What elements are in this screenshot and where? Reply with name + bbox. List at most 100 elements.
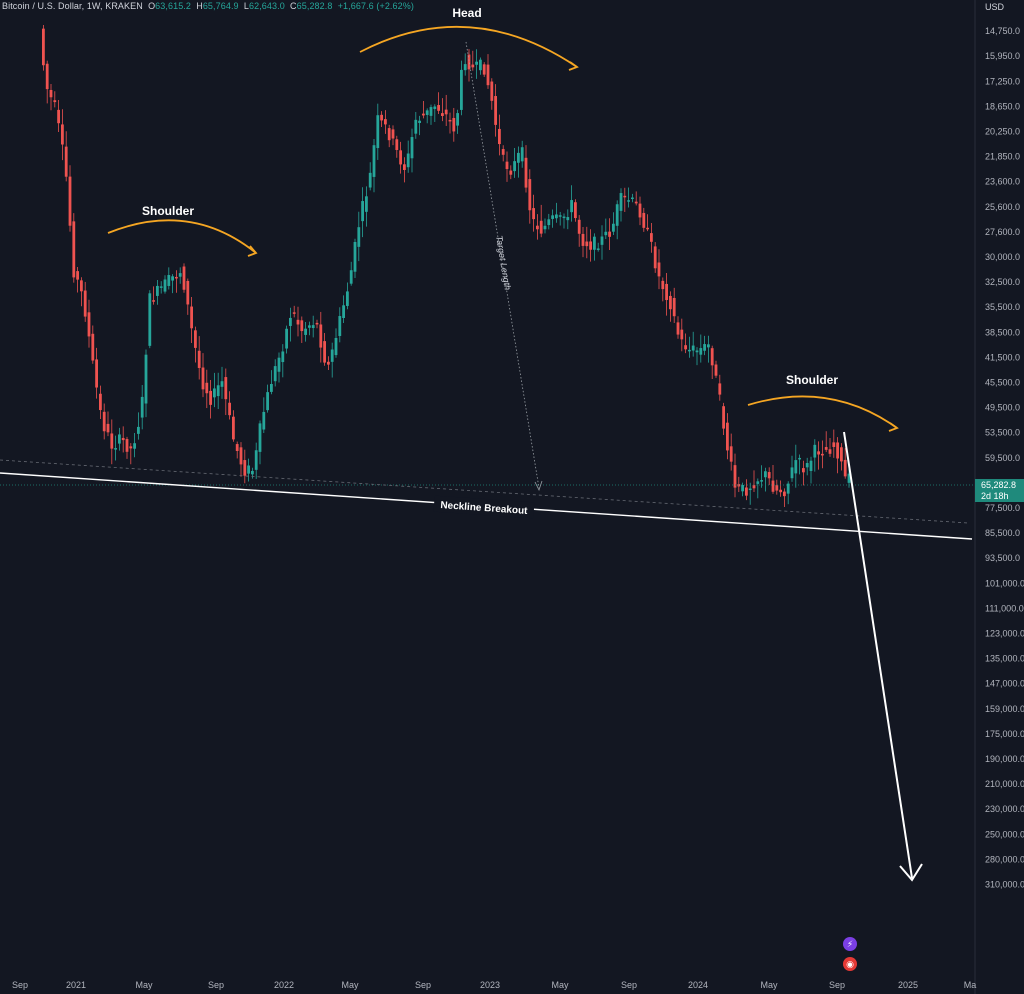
candle-body (798, 457, 801, 460)
symbol-header: Bitcoin / U.S. Dollar, 1W, KRAKEN O63,61… (2, 1, 414, 11)
candle-body (182, 266, 186, 290)
currency-label[interactable]: USD (984, 2, 1004, 12)
x-tick-label: Ma (964, 980, 977, 990)
candle-body (425, 110, 429, 115)
candle-body (672, 297, 676, 317)
candle-body (72, 221, 76, 278)
y-tick-label: 45,500.0 (985, 378, 1020, 388)
candle-body (91, 333, 95, 361)
x-tick-label: 2022 (274, 980, 294, 990)
open-label: O (148, 1, 156, 11)
candle-body (243, 460, 247, 476)
candle-body (456, 113, 459, 126)
candle-body (786, 483, 790, 494)
candle-body (194, 330, 197, 348)
candle-body (334, 337, 338, 356)
y-tick-label: 230,000.0 (985, 804, 1024, 814)
candle-body (125, 439, 129, 452)
y-tick-label: 21,850.0 (985, 152, 1020, 162)
y-tick-label: 123,000.0 (985, 629, 1024, 639)
candle-body (634, 201, 638, 204)
right-shoulder-label: Shoulder (786, 373, 838, 387)
candle-body (608, 231, 611, 237)
x-tick-label: Sep (12, 980, 28, 990)
candle-body (691, 345, 695, 351)
y-tick-label: 159,000.0 (985, 704, 1024, 714)
close-value: 65,282.8 (296, 1, 333, 11)
candle-body (368, 172, 372, 188)
candle-body (805, 463, 809, 468)
candle-body (232, 416, 235, 440)
candle-body (140, 396, 144, 418)
candle-body (433, 106, 437, 109)
candle-body (289, 317, 292, 326)
candle-body (61, 124, 64, 145)
candle-body (589, 241, 592, 250)
candle-body (688, 349, 691, 352)
candle-body (479, 59, 482, 71)
candle-body (95, 359, 98, 388)
candle-body (175, 276, 178, 279)
candle-body (80, 280, 83, 292)
candle-body (418, 120, 421, 123)
candle-body (285, 328, 288, 349)
candle-body (505, 161, 509, 170)
candle-body (627, 200, 630, 202)
candle-body (783, 491, 786, 497)
candle-body (669, 295, 672, 310)
candle-body (813, 444, 817, 458)
candle-body (718, 383, 722, 395)
high-value: 65,764.9 (202, 1, 239, 11)
candle-body (448, 119, 452, 122)
candle-body (824, 447, 828, 450)
candle-body (680, 329, 684, 340)
candle-body (513, 161, 516, 172)
candle-body (76, 271, 79, 280)
candle-body (346, 291, 349, 306)
low-value: 62,643.0 (248, 1, 285, 11)
candle-body (843, 459, 847, 477)
head-arrowhead (568, 61, 579, 71)
candle-body (121, 437, 125, 441)
flag-icon[interactable]: ◉ (843, 957, 857, 971)
candle-body (547, 219, 551, 226)
y-tick-label: 41,500.0 (985, 352, 1020, 362)
candle-body (441, 113, 444, 116)
y-tick-label: 53,500.0 (985, 428, 1020, 438)
candle-body (311, 325, 315, 329)
x-tick-label: 2024 (688, 980, 708, 990)
candle-body (828, 449, 832, 454)
neckline-label-bg (433, 495, 535, 519)
y-tick-label: 17,250.0 (985, 76, 1020, 86)
candle-body (619, 193, 623, 211)
candle-body (650, 233, 653, 242)
candle-body (665, 283, 668, 301)
candle-body (779, 489, 782, 493)
y-tick-label: 280,000.0 (985, 854, 1024, 864)
x-tick-label: Sep (208, 980, 224, 990)
candle-body (266, 392, 269, 411)
candle-body (216, 385, 220, 397)
candle-body (323, 341, 326, 363)
left-shoulder-arc (107, 219, 257, 254)
candle-body (790, 467, 794, 479)
candle-body (239, 447, 243, 465)
x-tick-label: May (135, 980, 153, 990)
candle-body (273, 366, 277, 382)
candle-body (365, 196, 368, 212)
candle-body (623, 195, 627, 198)
candle-body (167, 275, 171, 286)
candle-body (148, 293, 152, 346)
y-tick-label: 190,000.0 (985, 754, 1024, 764)
bar-countdown: 2d 18h (981, 491, 1009, 501)
candle-body (471, 64, 475, 68)
candle-body (509, 170, 513, 175)
candle-body (486, 64, 490, 86)
lightning-icon[interactable]: ⚡ (843, 937, 857, 951)
candle-body (452, 117, 456, 132)
right-shoulder-arrowhead (888, 422, 899, 432)
candle-body (771, 480, 775, 492)
candle-body (380, 114, 383, 121)
